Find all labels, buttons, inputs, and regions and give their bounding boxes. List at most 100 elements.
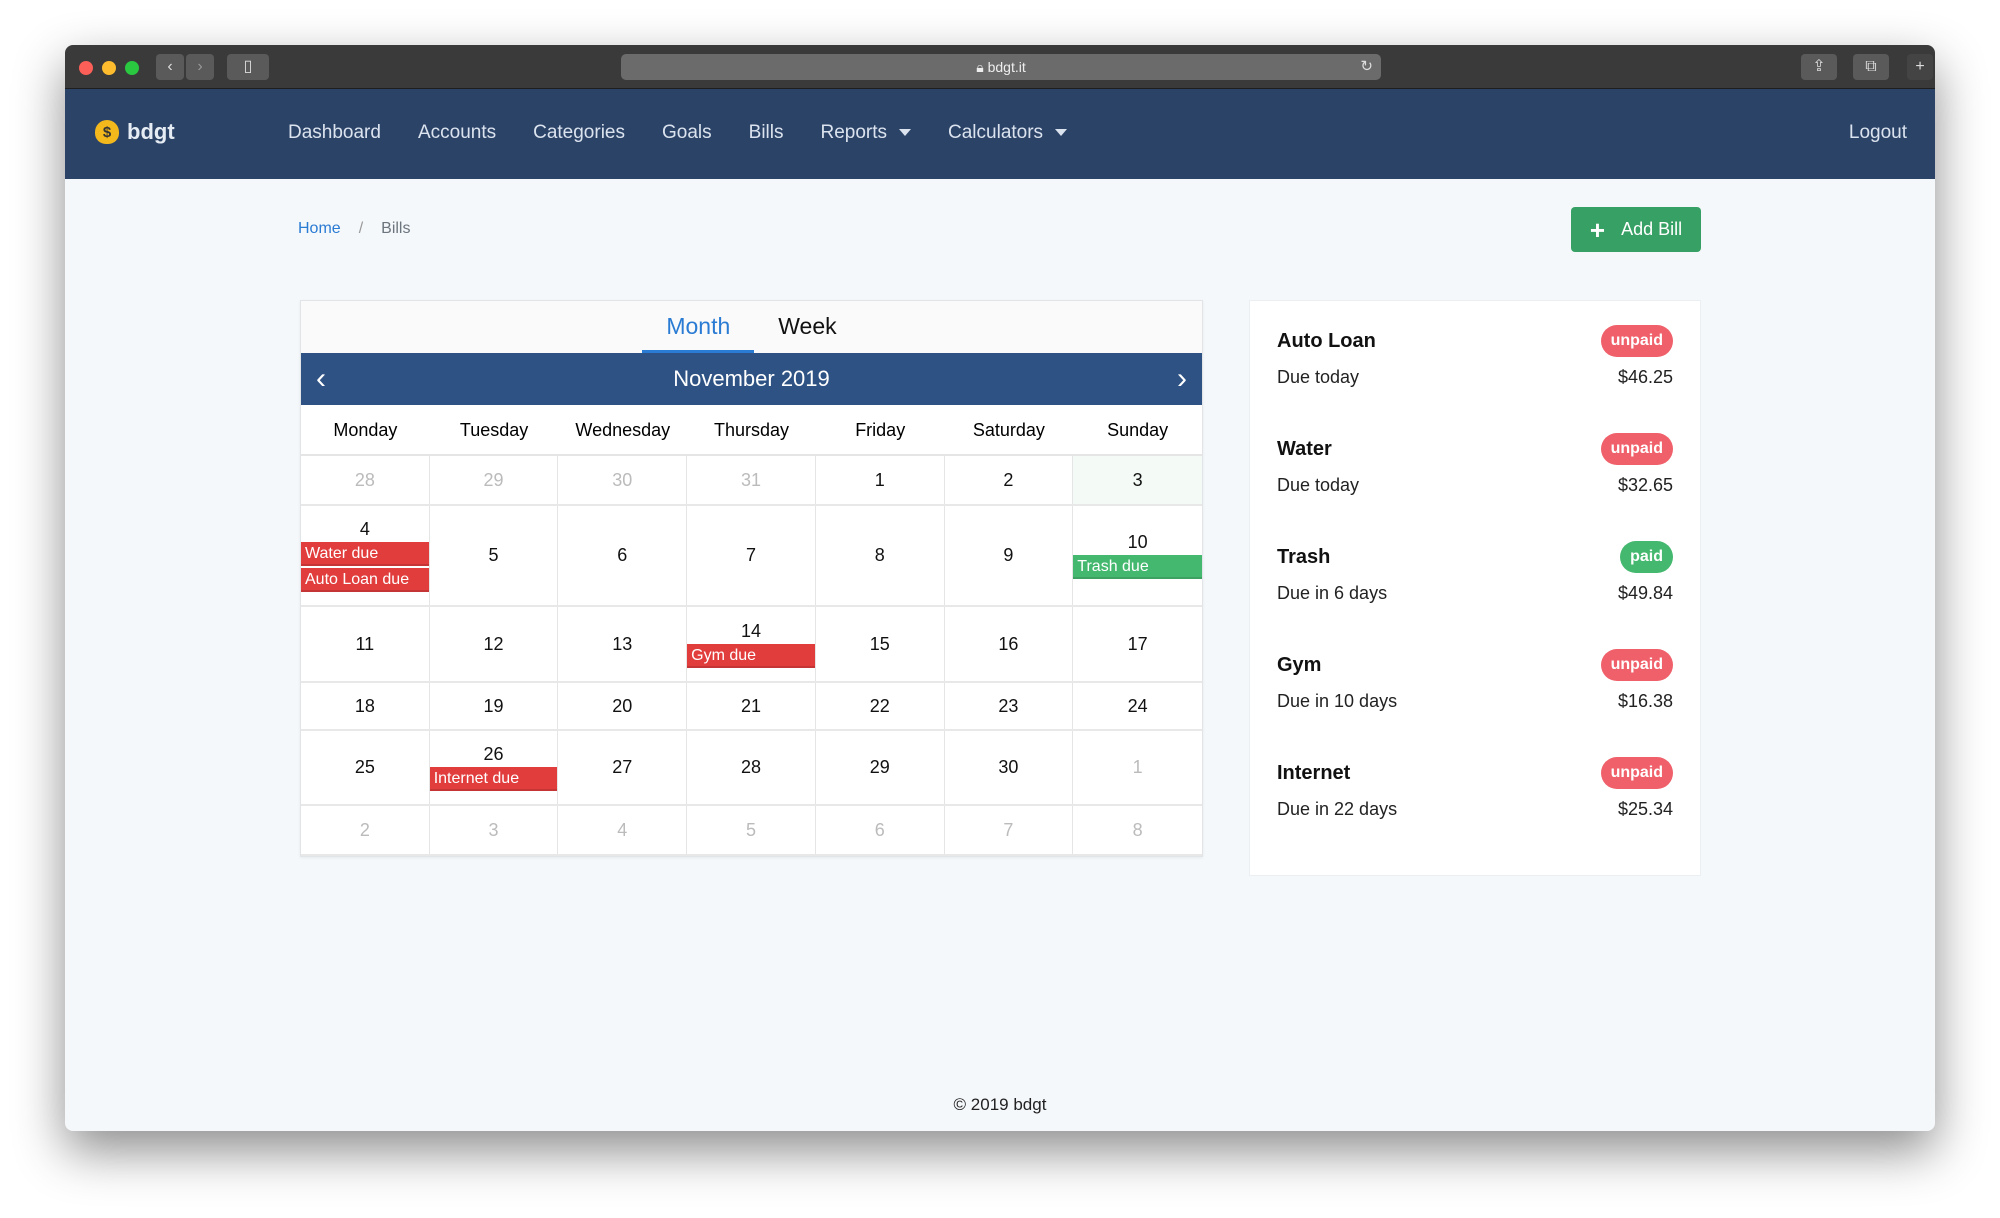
calendar-day[interactable]: 9: [945, 506, 1074, 605]
day-number: 11: [355, 633, 375, 654]
calendar-day[interactable]: 6: [816, 806, 945, 854]
calendar-day[interactable]: 3: [430, 806, 559, 854]
bill-item[interactable]: Internet unpaid Due in 22 days $25.34: [1277, 753, 1673, 861]
calendar-day[interactable]: 27: [558, 731, 688, 804]
tab-week[interactable]: Week: [778, 313, 837, 339]
calendar-day[interactable]: 28: [687, 731, 816, 804]
day-number: 12: [483, 633, 504, 654]
calendar-day[interactable]: 2: [945, 456, 1074, 504]
share-icon[interactable]: ⇪: [1801, 54, 1837, 80]
tab-month[interactable]: Month: [642, 301, 755, 353]
nav-dashboard[interactable]: Dashboard: [288, 122, 381, 143]
calendar-day[interactable]: 30: [945, 731, 1074, 804]
day-number: 18: [354, 695, 375, 716]
calendar-day[interactable]: 28: [301, 456, 430, 504]
sidebar-toggle-icon[interactable]: ▯: [227, 54, 269, 80]
calendar-day[interactable]: 18: [301, 683, 430, 729]
calendar-day[interactable]: 1: [1073, 731, 1202, 804]
navbar: $ bdgt Dashboard Accounts Categories Goal…: [65, 89, 1935, 179]
calendar-day[interactable]: 2: [301, 806, 430, 854]
day-number: 23: [998, 695, 1019, 716]
calendar-event[interactable]: Water due: [301, 542, 429, 566]
calendar-day[interactable]: 4 Water due Auto Loan due: [301, 506, 430, 605]
bill-item[interactable]: Auto Loan unpaid Due today $46.25: [1277, 321, 1673, 429]
weekday-label: Saturday: [972, 420, 1045, 440]
calendar-event[interactable]: Gym due: [687, 643, 815, 668]
calendar-day[interactable]: 29: [430, 456, 559, 504]
bill-item[interactable]: Gym unpaid Due in 10 days $16.38: [1277, 645, 1673, 753]
day-number: 4: [359, 519, 370, 539]
bill-item[interactable]: Water unpaid Due today $32.65: [1277, 429, 1673, 537]
nav-bills[interactable]: Bills: [748, 122, 784, 143]
calendar-day[interactable]: 17: [1073, 607, 1202, 681]
calendar-day[interactable]: 30: [558, 456, 688, 504]
calendar-week: 18 19 20 21 22 23 24: [301, 683, 1202, 731]
tabs-icon[interactable]: ⧉: [1853, 54, 1889, 80]
calendar-day[interactable]: 31: [687, 456, 816, 504]
day-number: 21: [740, 695, 761, 716]
calendar-day[interactable]: 26 Internet due: [429, 731, 559, 804]
calendar-day[interactable]: 4: [558, 806, 688, 854]
add-bill-button[interactable]: + Add Bill: [1571, 207, 1701, 252]
calendar-event[interactable]: Trash due: [1073, 555, 1202, 579]
calendar-day[interactable]: 8: [816, 506, 945, 605]
nav-categories[interactable]: Categories: [533, 122, 625, 143]
nav-accounts[interactable]: Accounts: [417, 122, 497, 143]
day-number: 3: [488, 819, 499, 840]
bill-item[interactable]: Trash paid Due in 6 days $49.84: [1277, 537, 1673, 645]
calendar-week: 2 3 4 5 6 7 8: [301, 806, 1202, 856]
calendar-day[interactable]: 5: [687, 806, 816, 854]
calendar-day[interactable]: 21: [687, 683, 816, 729]
calendar-day[interactable]: 12: [430, 607, 559, 681]
nav-calculators-dropdown[interactable]: Calculators: [948, 122, 1068, 144]
reload-icon[interactable]: ↻: [1360, 58, 1373, 75]
calendar-day[interactable]: 6: [558, 506, 688, 605]
calendar-day[interactable]: 10 Trash due: [1073, 506, 1202, 605]
back-icon[interactable]: ‹: [156, 54, 184, 80]
weekday-label: Monday: [333, 420, 398, 440]
minimize-window-button[interactable]: [102, 61, 116, 75]
calendar-day[interactable]: 7: [687, 506, 816, 605]
calendar-day[interactable]: 5: [430, 506, 559, 605]
calendar-day[interactable]: 29: [816, 731, 945, 804]
nav-goals[interactable]: Goals: [662, 122, 712, 143]
breadcrumb: Home / Bills: [298, 220, 410, 238]
calendar-day[interactable]: 11: [301, 607, 430, 681]
day-number: 2: [1003, 469, 1014, 490]
calendar-day[interactable]: 8: [1073, 806, 1202, 854]
bill-amount: $49.84: [1617, 583, 1673, 603]
calendar-event[interactable]: Internet due: [429, 767, 558, 791]
maximize-window-button[interactable]: [125, 61, 139, 75]
next-month-icon[interactable]: ›: [1177, 362, 1187, 395]
logout-link[interactable]: Logout: [1848, 122, 1907, 143]
prev-month-icon[interactable]: ‹: [316, 362, 326, 395]
nav-reports-dropdown[interactable]: Reports: [820, 122, 912, 144]
bill-header: Internet unpaid: [1277, 753, 1673, 793]
weekday-label: Thursday: [713, 420, 790, 440]
address-bar[interactable]: 🔒︎ bdgt.it ↻: [621, 54, 1381, 80]
brand-logo[interactable]: $ bdgt: [95, 119, 175, 145]
calendar-day[interactable]: 20: [558, 683, 688, 729]
calendar-day[interactable]: 1: [816, 456, 945, 504]
calendar-day[interactable]: 25: [301, 731, 430, 804]
forward-icon[interactable]: ›: [186, 54, 214, 80]
calendar-day[interactable]: 15: [816, 607, 945, 681]
calendar-day[interactable]: 13: [558, 607, 688, 681]
new-tab-icon[interactable]: +: [1907, 54, 1933, 80]
calendar-day[interactable]: 3: [1073, 456, 1202, 504]
status-badge: unpaid: [1600, 325, 1673, 357]
calendar-event[interactable]: Auto Loan due: [301, 568, 429, 592]
bill-name: Trash: [1277, 546, 1331, 568]
status-badge: unpaid: [1600, 433, 1673, 465]
calendar-day[interactable]: 22: [816, 683, 945, 729]
calendar-day[interactable]: 16: [945, 607, 1074, 681]
close-window-button[interactable]: [79, 61, 93, 75]
breadcrumb-home[interactable]: Home: [298, 220, 341, 237]
day-number: 5: [488, 545, 499, 565]
calendar-day[interactable]: 19: [430, 683, 559, 729]
calendar-day[interactable]: 7: [945, 806, 1074, 854]
add-bill-label: Add Bill: [1621, 219, 1683, 239]
calendar-day[interactable]: 24: [1073, 683, 1202, 729]
calendar-day[interactable]: 23: [945, 683, 1074, 729]
calendar-day[interactable]: 14 Gym due: [687, 607, 816, 681]
